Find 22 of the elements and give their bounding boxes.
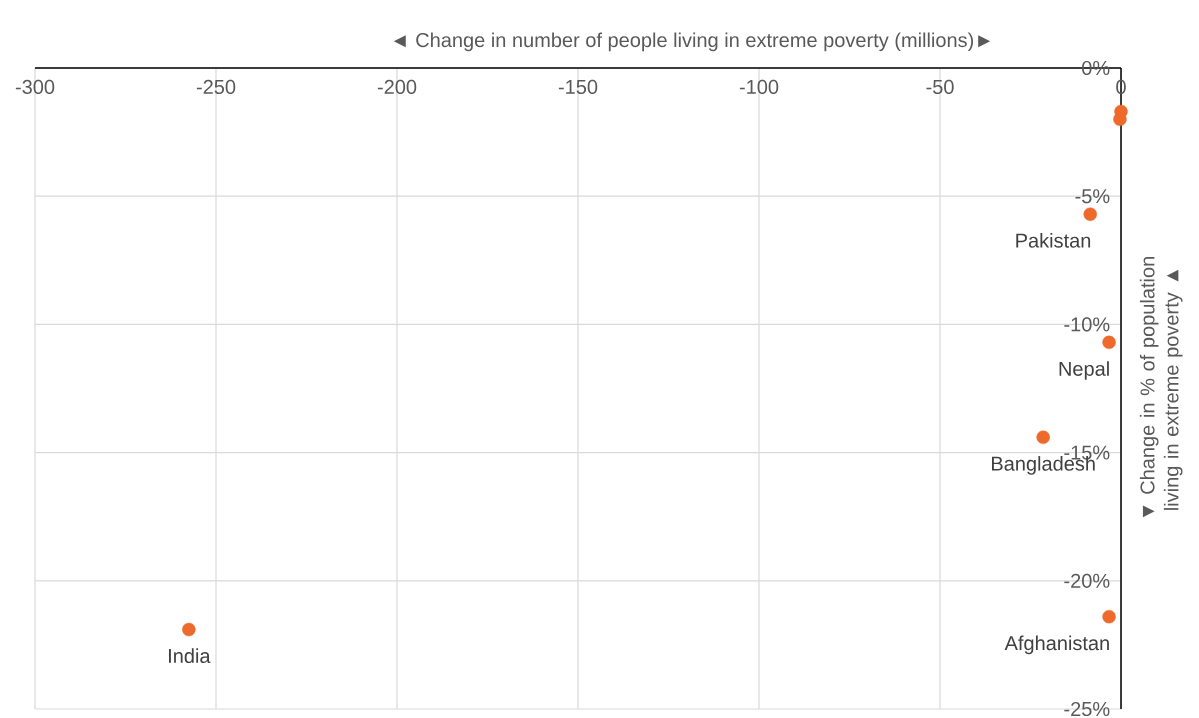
point (1102, 335, 1116, 350)
annotation: Pakistan (1016, 233, 1091, 248)
point (1083, 207, 1097, 221)
x-tick-label: -300 (15, 79, 55, 95)
y-tick-label: -5% (1075, 189, 1110, 204)
point (1113, 112, 1127, 126)
x-tick-label: -200 (377, 79, 417, 95)
x-tick-label: -50 (926, 79, 954, 95)
y-tick-label: -25% (1064, 701, 1110, 717)
x-axis-title: ◄ Change in number of people living in extreme poverty (millions)► (393, 32, 991, 52)
annotation: Afghanistan (1004, 635, 1109, 655)
annotation: Nepal (1059, 361, 1109, 380)
point (1036, 430, 1050, 444)
x-tick-label: -250 (196, 79, 236, 95)
y-tick-label: -20% (1064, 573, 1110, 588)
x-tick-label: -150 (558, 79, 598, 95)
y-axis-title: ▼ Change in % of population living in extreme poverty ▲ (1139, 257, 1183, 518)
point (1102, 610, 1116, 624)
point (182, 622, 196, 637)
x-tick-label: -100 (739, 79, 779, 95)
annotation: India (169, 648, 211, 664)
y-tick-label: -10% (1064, 317, 1110, 332)
